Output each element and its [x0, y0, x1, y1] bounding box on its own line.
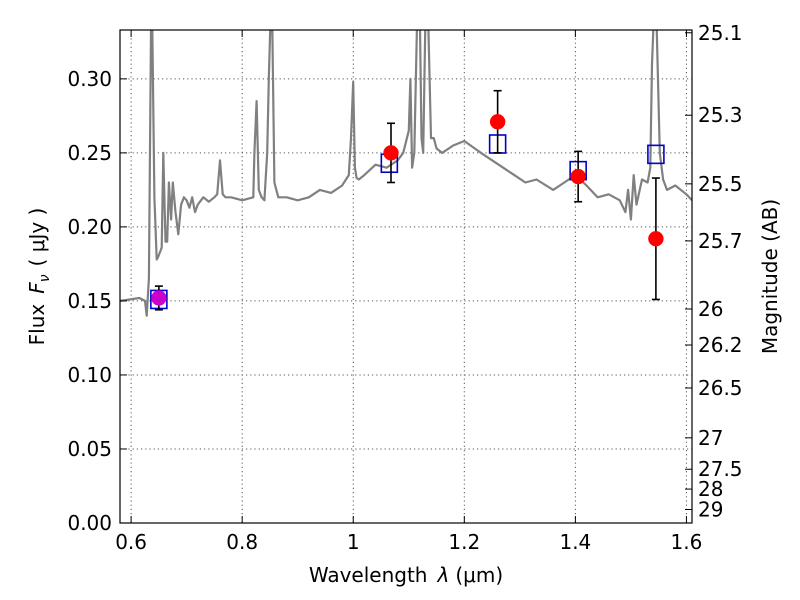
grid-lines	[120, 30, 692, 524]
mag-tick-label: 25.7	[698, 229, 743, 253]
y-tick-label: 0.20	[67, 215, 112, 239]
mag-tick-label: 29	[698, 497, 723, 521]
mag-tick-label: 25.3	[698, 103, 743, 127]
mag-tick-label: 26.2	[698, 333, 743, 357]
model-photometry-square	[647, 144, 665, 165]
mag-tick-label: 25.1	[698, 21, 743, 45]
model-photometry	[150, 134, 665, 310]
observed-point	[383, 145, 399, 161]
x-tick-label: 1	[347, 530, 360, 554]
observed-point	[570, 168, 586, 185]
observed-highlight-point	[151, 290, 167, 306]
axis-ticks: 0.6 0.8 1 1.2 1.4 1.6 0.00 0.05 0.10 0.15 0.20 0.25…	[67, 21, 742, 554]
mag-tick-label: 26.5	[698, 376, 743, 400]
mag-tick-label: 28	[698, 477, 723, 501]
y-tick-label: 0.05	[67, 437, 112, 461]
x-tick-label: 1.6	[671, 530, 703, 554]
mag-tick-label: 27	[698, 426, 723, 450]
mag-tick-label: 26	[698, 297, 723, 321]
mag-tick-label: 25.5	[698, 172, 743, 196]
x-tick-label: 0.8	[226, 530, 258, 554]
y-tick-label: 0.10	[67, 363, 112, 387]
plot-frame	[119, 29, 693, 524]
y-tick-label: 0.25	[67, 141, 112, 165]
x-tick-label: 1.4	[559, 530, 591, 554]
y-tick-label: 0.30	[67, 67, 112, 91]
y-axis-label: FluxFν( μJy )	[25, 208, 53, 346]
observed-point	[489, 114, 506, 130]
y-tick-label: 0.15	[67, 289, 112, 313]
observed-point	[648, 230, 664, 247]
x-tick-label: 1.2	[448, 530, 480, 554]
model-spectrum	[120, 30, 692, 317]
y-tick-label: 0.00	[67, 511, 112, 535]
observed-points	[151, 89, 664, 311]
mag-tick-label: 27.5	[698, 457, 743, 481]
y2-axis-label: Magnitude (AB)	[758, 199, 782, 354]
x-tick-label: 0.6	[115, 530, 147, 554]
x-axis-label: Wavelength λ (μm)	[309, 563, 503, 587]
spectrum-line	[120, 30, 692, 317]
